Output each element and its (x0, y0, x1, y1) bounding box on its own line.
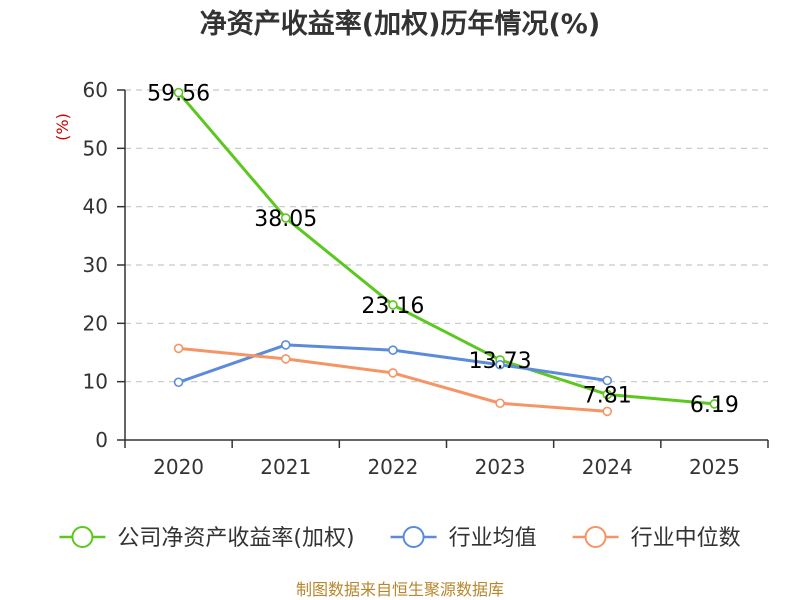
x-tick-label-2024: 2024 (582, 455, 633, 479)
series-0-point-2022 (388, 300, 398, 310)
y-tick-label-0: 0 (95, 428, 108, 452)
data-label-2022: 23.16 (361, 294, 424, 319)
axes: 0 10 20 30 40 50 60 2020 2021 2022 2023 2024 2025 (83, 78, 769, 479)
legend-item-1[interactable]: 行业均值 (390, 526, 537, 551)
y-tick-label-20: 20 (83, 311, 108, 335)
series-2-point-2020 (173, 343, 184, 354)
series-line-2 (178, 346, 608, 413)
x-tick-label-2022: 2022 (367, 455, 418, 479)
data-labels: 59.56 38.05 23.16 13.73 7.81 6.19 (147, 82, 739, 418)
series-2-point-2023 (495, 398, 505, 409)
legend-marker-1 (402, 526, 425, 548)
series-0-point-2024 (602, 389, 613, 400)
source-note: 制图数据来自恒生聚源数据库 (296, 580, 504, 599)
legend-label-1: 行业均值 (449, 526, 537, 551)
data-label-2020: 59.56 (147, 82, 210, 107)
x-tick-label-2023: 2023 (475, 455, 526, 479)
x-tick-label-2025: 2025 (689, 455, 740, 479)
series-2-point-2024 (602, 406, 613, 417)
y-axis-label: (%) (53, 113, 72, 141)
series-0-point-2020 (173, 87, 184, 98)
legend-item-0[interactable]: 公司净资产收益率(加权) (59, 526, 355, 551)
gridlines (125, 89, 768, 383)
series-2-point-2021 (280, 354, 291, 364)
series-1-point-2024 (602, 375, 613, 386)
y-tick-label-40: 40 (83, 195, 108, 219)
legend[interactable]: 公司净资产收益率(加权) 行业均值 行业中位数 (59, 526, 741, 551)
chart-title: 净资产收益率(加权)历年情况(%) (200, 8, 600, 40)
x-tick-label-2020: 2020 (153, 455, 204, 479)
series-1-point-2023 (495, 359, 505, 370)
series-0-point-2021 (280, 213, 291, 223)
legend-item-2[interactable]: 行业中位数 (572, 526, 741, 551)
data-label-2021: 38.05 (254, 207, 317, 232)
series-line-0 (177, 91, 715, 406)
data-label-2024: 7.81 (583, 383, 632, 408)
series-lines (173, 87, 720, 417)
series-1-point-2020 (173, 377, 184, 388)
series-0-point-2025 (709, 399, 720, 409)
legend-label-2: 行业中位数 (631, 526, 741, 551)
legend-marker-2 (584, 526, 607, 548)
y-tick-label-10: 10 (83, 370, 108, 394)
y-tick-label-50: 50 (83, 136, 108, 160)
series-2-point-2022 (388, 368, 398, 378)
data-label-2025: 6.19 (690, 393, 739, 418)
y-tick-label-60: 60 (83, 78, 108, 102)
legend-marker-0 (71, 526, 94, 548)
data-label-2023: 13.73 (469, 349, 532, 374)
y-tick-label-30: 30 (83, 253, 108, 277)
x-tick-label-2021: 2021 (260, 455, 311, 479)
series-1-point-2021 (280, 340, 291, 350)
series-1-point-2022 (388, 345, 398, 355)
legend-label-0: 公司净资产收益率(加权) (117, 526, 354, 551)
